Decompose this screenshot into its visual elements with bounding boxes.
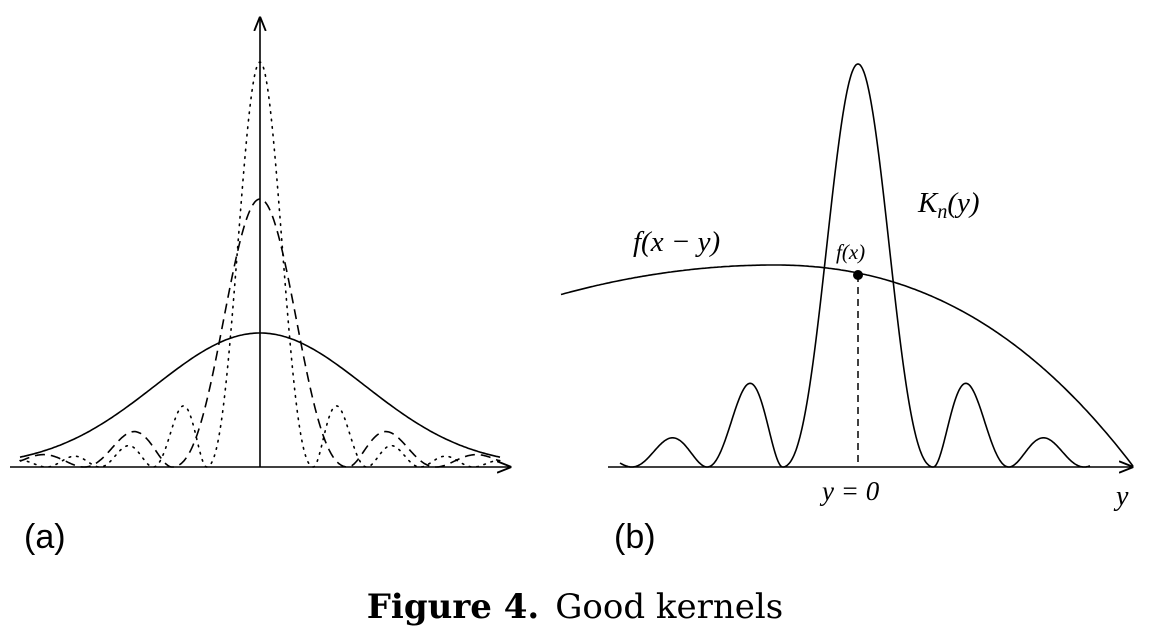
kn-label-sub: n xyxy=(937,201,947,223)
y-axis-label: y xyxy=(1113,481,1129,512)
kernel-curve-wide xyxy=(19,332,501,458)
kn-label: Kn(y) xyxy=(917,187,980,223)
f-shifted-label: f(x − y) xyxy=(633,226,720,258)
panel-b: f(x − y) Kn(y) f(x) y = 0 y (b) xyxy=(560,63,1134,556)
kn-label-arg: (y) xyxy=(947,187,979,219)
caption-text: Good kernels xyxy=(555,587,783,627)
kernel-curve-medium xyxy=(19,198,501,468)
y0-label: y = 0 xyxy=(819,476,880,506)
kernel-curve-narrow xyxy=(19,61,501,468)
panel-a: (a) xyxy=(10,18,510,556)
fx-point xyxy=(853,270,863,280)
panel-a-label: (a) xyxy=(24,518,66,556)
kn-kernel-curve xyxy=(619,63,1091,468)
figure-caption: Figure 4. Good kernels xyxy=(367,587,783,627)
panel-b-label: (b) xyxy=(614,518,656,556)
kn-label-base: K xyxy=(917,187,939,219)
caption-prefix: Figure 4. xyxy=(367,587,539,627)
f-shifted-curve xyxy=(560,264,1134,467)
fx-label: f(x) xyxy=(836,240,865,264)
